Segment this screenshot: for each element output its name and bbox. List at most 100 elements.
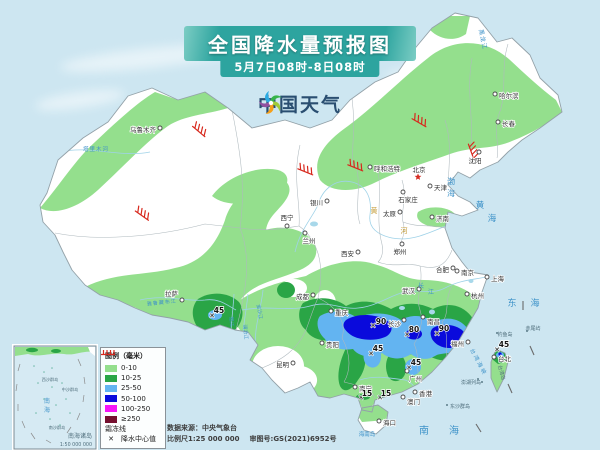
sea-label: 江	[428, 289, 434, 296]
scale-and-approval: 比例尺1:25 000 000 审图号:GS(2021)6952号	[167, 434, 336, 445]
frost-line-label: 霜冻线	[105, 425, 126, 434]
city-marker	[464, 291, 470, 297]
inset-island-dot	[65, 398, 67, 400]
legend-title: 图例（毫米）	[105, 352, 147, 360]
sea-label: 长	[418, 282, 424, 290]
sea-label: 海	[488, 213, 497, 224]
precip-center-marker: ✕	[406, 364, 412, 372]
isl-label: 中沙群岛	[62, 386, 79, 393]
precip-center-marker: ✕	[434, 330, 440, 338]
inset-island-dot	[51, 386, 53, 388]
city-marker	[454, 268, 460, 274]
precip-center-value: 90	[376, 317, 386, 326]
city-label: 海口	[383, 418, 396, 427]
city-marker	[412, 389, 418, 395]
country-outline	[39, 12, 563, 435]
city-marker	[429, 214, 435, 220]
island-dot	[496, 332, 498, 334]
precip-center-value: 90	[439, 324, 449, 333]
city-label: 贵阳	[326, 340, 339, 349]
precip-center-value: 15	[381, 389, 391, 398]
city-label: 广州	[409, 374, 422, 383]
china-weather-logo: 中国天气	[258, 90, 342, 117]
legend-frost-line: 霜冻线	[101, 350, 161, 434]
city-label: 成都	[296, 292, 310, 301]
inset-island-dot	[69, 412, 71, 414]
sea-label: 海	[447, 188, 455, 198]
city-label: 拉萨	[165, 289, 179, 298]
south-china-sea-inset	[12, 344, 98, 450]
legend-center-value: ✕ 降水中心值	[105, 434, 161, 444]
city-marker	[492, 91, 498, 97]
city-marker	[157, 125, 163, 131]
city-marker	[495, 119, 501, 125]
map-scale: 比例尺1:25 000 000	[167, 435, 240, 443]
isl-label: 澎湖列岛	[461, 379, 481, 386]
island-dot	[477, 378, 479, 380]
city-label: 南昌	[427, 317, 440, 326]
island-dot	[446, 404, 448, 406]
city-label: 北京	[413, 165, 427, 174]
sea-label: 海南岛	[359, 430, 376, 438]
city-marker	[484, 274, 490, 280]
map-subtitle-banner: 5月7日08时-8日08时	[220, 57, 380, 77]
precip-center-marker: ✕	[368, 350, 374, 358]
sea-label: 海	[449, 424, 459, 437]
city-marker	[400, 394, 406, 400]
legend-item: 25-50	[105, 383, 161, 393]
sea-label: 东	[507, 297, 516, 309]
city-label: 乌鲁木齐	[130, 125, 157, 134]
frost-line-icon	[191, 121, 207, 138]
province-borders	[54, 43, 509, 399]
city-marker	[179, 297, 185, 303]
precip-center-value: 15	[362, 389, 372, 398]
inset-island-dot	[51, 367, 53, 369]
city-label: 银川	[310, 198, 323, 207]
city-label: 沈阳	[469, 156, 482, 165]
island-dot	[481, 381, 483, 383]
legend-swatch	[105, 395, 117, 403]
inset-island-dots	[33, 365, 71, 426]
precip-center-value: 45	[214, 306, 224, 315]
sea-label: 南	[419, 424, 429, 437]
inset-island-dot	[37, 382, 39, 384]
city-label: 重庆	[335, 308, 349, 317]
china-weather-logo-icon	[258, 91, 282, 114]
precip-center-value: 80	[409, 325, 419, 334]
isl-label: 钓鱼岛	[497, 331, 512, 338]
forecast-period: 5月7日08时-8日08时	[234, 60, 366, 74]
city-marker	[491, 354, 497, 360]
isl-label: 1:50 000 000	[60, 442, 92, 448]
city-marker	[290, 360, 296, 366]
city-label: 西安	[341, 249, 355, 258]
city-label: 哈尔滨	[499, 91, 519, 100]
precip-center-marker: ✕	[358, 394, 364, 402]
frost-line-icon	[411, 112, 427, 128]
sea-label: 澜沧江	[241, 324, 250, 340]
city-marker	[397, 209, 403, 215]
legend-panel: 图例（毫米） 0-10 10-25 25-50 50-100 100-250 ≥250 霜…	[100, 347, 166, 449]
precip-center-value: 45	[411, 358, 421, 367]
zone-50-100	[343, 315, 502, 356]
city-label: 南京	[461, 268, 475, 277]
island-dot	[526, 330, 528, 332]
inset-island-dot	[55, 404, 57, 406]
city-marker	[450, 265, 456, 271]
precip-center-marker: ✕	[404, 331, 410, 339]
legend-swatch	[105, 364, 117, 372]
precip-center-values: ✕ 90✕80 ✕90✕45✕45✕45✕45✕15 ✕15	[208, 305, 510, 402]
isl-label: 南沙群岛	[49, 424, 66, 431]
legend-item-label: 10-25	[121, 374, 142, 383]
isl-label: 南海诸岛	[68, 432, 92, 440]
legend-item-label: 100-250	[121, 404, 151, 413]
legend-item: 50-100	[105, 394, 161, 404]
city-label: 长沙	[388, 319, 402, 328]
page-title: 全国降水量预报图	[208, 33, 392, 57]
approval-number: 审图号:GS(2021)6952号	[249, 435, 337, 443]
data-source: 数据来源：中央气象台	[167, 424, 237, 432]
city-marker	[404, 368, 410, 374]
legend-swatch	[105, 405, 117, 413]
legend-item-label: 25-50	[121, 384, 142, 393]
city-label: 昆明	[276, 361, 290, 369]
